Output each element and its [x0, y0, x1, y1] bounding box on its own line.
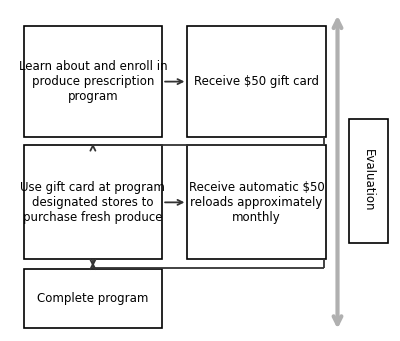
Bar: [24, 269, 162, 328]
Bar: [24, 26, 162, 137]
Text: Receive $50 gift card: Receive $50 gift card: [194, 75, 319, 88]
Bar: [187, 145, 326, 260]
Text: Evaluation: Evaluation: [362, 149, 375, 212]
Text: Learn about and enroll in
produce prescription
program: Learn about and enroll in produce prescr…: [18, 60, 167, 103]
Text: Receive automatic $50
reloads approximately
monthly: Receive automatic $50 reloads approximat…: [189, 181, 324, 224]
Text: Complete program: Complete program: [37, 292, 148, 305]
Bar: [187, 26, 326, 137]
Bar: [349, 119, 388, 242]
Bar: [24, 145, 162, 260]
Text: Use gift card at program
designated stores to
purchase fresh produce: Use gift card at program designated stor…: [20, 181, 165, 224]
